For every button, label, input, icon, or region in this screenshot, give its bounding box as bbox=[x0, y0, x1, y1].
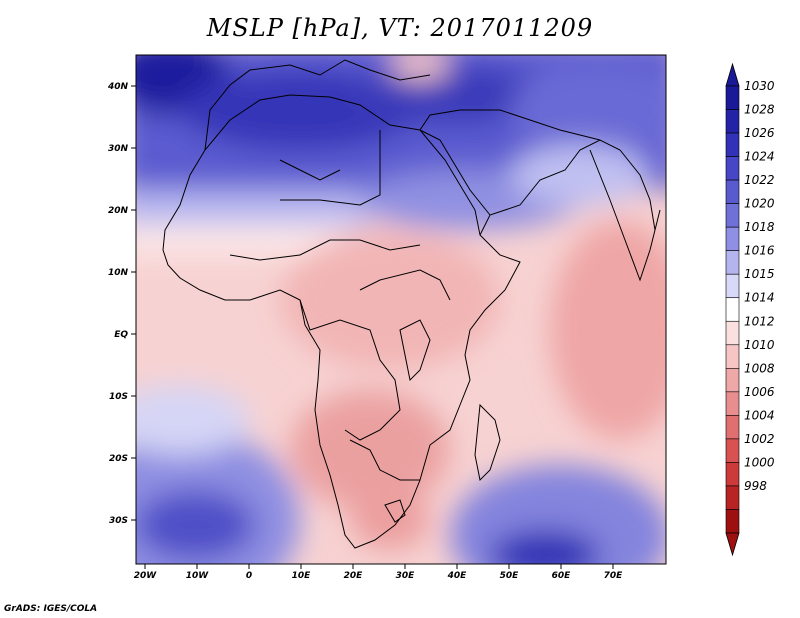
lon-label-40e: 40E bbox=[447, 571, 468, 581]
colorbar-label: 1008 bbox=[744, 361, 775, 375]
lon-label-10e: 10E bbox=[292, 571, 312, 581]
colorbar-label: 1012 bbox=[744, 314, 775, 328]
colorbar-label: 1004 bbox=[744, 408, 775, 422]
lat-label-eq: EQ bbox=[114, 330, 128, 340]
colorbar-segment bbox=[725, 156, 740, 181]
colorbar-bottom-arrow bbox=[725, 532, 740, 557]
lon-label-20e: 20E bbox=[344, 571, 364, 581]
colorbar-segment bbox=[725, 391, 740, 416]
colorbar-segment bbox=[725, 438, 740, 463]
colorbar-segment bbox=[725, 203, 740, 228]
colorbar-segment bbox=[725, 485, 740, 510]
lon-label-70e: 70E bbox=[604, 571, 624, 581]
colorbar-label: 1010 bbox=[744, 338, 775, 352]
lon-label-10w: 10W bbox=[186, 571, 210, 581]
lat-label-20s: 20S bbox=[109, 454, 128, 464]
colorbar-segment bbox=[725, 462, 740, 487]
footer-credit: GrADS: IGES/COLA bbox=[4, 604, 98, 614]
colorbar-segment bbox=[725, 415, 740, 440]
lon-axis: 20W 10W 0 10E 20E 30E 40E 50E 60E 70E bbox=[134, 564, 623, 581]
lon-label-50e: 50E bbox=[500, 571, 520, 581]
colorbar-segment bbox=[725, 368, 740, 393]
colorbar-label: 1024 bbox=[744, 150, 775, 164]
colorbar-label: 1015 bbox=[744, 267, 775, 281]
lon-label-20w: 20W bbox=[134, 571, 158, 581]
lon-label-0: 0 bbox=[246, 571, 252, 581]
colorbar-segment bbox=[725, 509, 740, 534]
colorbar-label: 1016 bbox=[744, 244, 775, 258]
colorbar-label: 1022 bbox=[744, 173, 775, 187]
colorbar-segment bbox=[725, 273, 740, 299]
colorbar: 1030 1028 1026 1024 1022 1020 1018 1016 1015 1014… bbox=[725, 62, 775, 557]
colorbar-segment bbox=[725, 344, 740, 369]
colorbar-label: 1020 bbox=[744, 197, 775, 211]
lat-label-30n: 30N bbox=[108, 144, 129, 154]
colorbar-segment bbox=[725, 226, 740, 251]
lat-axis: 40N 30N 20N 10N EQ 10S 20S 30S bbox=[107, 82, 136, 526]
colorbar-label: 1014 bbox=[744, 291, 775, 305]
lat-label-10s: 10S bbox=[109, 392, 128, 402]
colorbar-segment bbox=[725, 320, 740, 346]
colorbar-label: 1018 bbox=[744, 220, 775, 234]
lon-label-30e: 30E bbox=[396, 571, 416, 581]
colorbar-top-arrow bbox=[725, 62, 740, 87]
map-title: MSLP [hPa], VT: 2017011209 bbox=[206, 14, 594, 42]
colorbar-segment bbox=[725, 297, 740, 322]
colorbar-label: 1002 bbox=[744, 432, 775, 446]
colorbar-label: 1030 bbox=[744, 79, 775, 93]
colorbar-label: 1000 bbox=[744, 455, 775, 469]
colorbar-label: 998 bbox=[744, 479, 767, 493]
colorbar-segment bbox=[725, 85, 740, 110]
lat-label-20n: 20N bbox=[108, 206, 129, 216]
colorbar-label: 1006 bbox=[744, 385, 775, 399]
colorbar-segment bbox=[725, 109, 740, 134]
lat-label-10n: 10N bbox=[108, 268, 129, 278]
coastlines bbox=[162, 59, 661, 549]
colorbar-segment bbox=[725, 132, 740, 157]
colorbar-label: 1026 bbox=[744, 126, 775, 140]
colorbar-segment bbox=[725, 250, 740, 275]
lon-label-60e: 60E bbox=[552, 571, 572, 581]
plot-frame bbox=[135, 54, 667, 565]
lat-label-30s: 30S bbox=[109, 516, 128, 526]
lat-label-40n: 40N bbox=[107, 82, 129, 92]
colorbar-segment bbox=[725, 179, 740, 204]
colorbar-label: 1028 bbox=[744, 103, 775, 117]
